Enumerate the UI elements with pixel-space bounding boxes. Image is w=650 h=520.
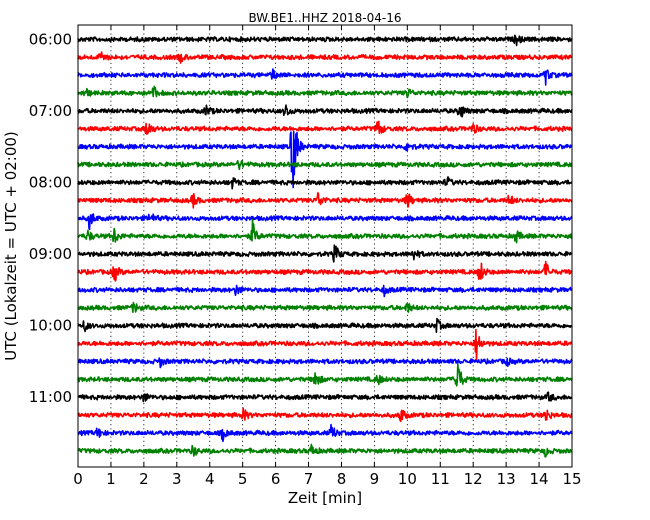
plot-frame <box>77 24 573 468</box>
trace-line <box>77 104 573 118</box>
trace-line <box>77 357 573 369</box>
x-tick-label: 4 <box>205 470 215 488</box>
axis-ticks <box>77 25 573 467</box>
trace-line <box>77 176 573 190</box>
trace-line <box>77 260 573 282</box>
trace-line <box>77 317 573 333</box>
x-axis-label: Zeit [min] <box>288 489 362 507</box>
trace-line <box>77 218 573 244</box>
trace-line <box>77 284 573 298</box>
trace-line <box>77 244 573 263</box>
x-tick-label: 1 <box>106 470 116 488</box>
y-tick-label: 11:00 <box>29 388 72 406</box>
traces <box>77 34 573 458</box>
x-tick-label: 10 <box>398 470 417 488</box>
x-tick-label: 9 <box>370 470 380 488</box>
x-tick-label: 8 <box>337 470 347 488</box>
y-tick-labels: 06:00 07:00 08:00 09:00 10:00 11:00 <box>29 30 72 406</box>
x-tick-label: 12 <box>464 470 483 488</box>
trace-line <box>77 120 573 135</box>
x-tick-label: 11 <box>431 470 450 488</box>
trace-line <box>77 34 573 47</box>
trace-line <box>77 130 573 189</box>
trace-line <box>77 213 573 231</box>
trace-line <box>77 68 573 86</box>
trace-line <box>77 363 573 387</box>
x-tick-label: 6 <box>271 470 281 488</box>
x-tick-label: 0 <box>73 470 83 488</box>
y-axis-label: UTC (Lokalzeit = UTC + 02:00) <box>2 131 20 361</box>
trace-line <box>77 407 573 423</box>
x-tick-labels: 0 1 2 3 4 5 6 7 8 9 10 11 12 13 14 15 <box>73 470 581 488</box>
x-tick-label: 15 <box>562 470 581 488</box>
trace-line <box>77 443 573 458</box>
chart-title: BW.BE1..HHZ 2018-04-16 <box>248 11 401 25</box>
y-tick-label: 06:00 <box>29 30 72 48</box>
trace-line <box>77 328 573 361</box>
y-tick-label: 08:00 <box>29 173 72 191</box>
trace-line <box>77 51 573 64</box>
trace-line <box>77 85 573 99</box>
x-tick-label: 2 <box>139 470 149 488</box>
trace-line <box>77 192 573 209</box>
y-tick-label: 10:00 <box>29 317 72 335</box>
y-tick-label: 07:00 <box>29 102 72 120</box>
trace-line <box>77 301 573 313</box>
x-tick-label: 14 <box>530 470 549 488</box>
trace-line <box>77 391 573 403</box>
trace-line <box>77 423 573 443</box>
x-tick-label: 13 <box>497 470 516 488</box>
x-tick-label: 3 <box>172 470 182 488</box>
trace-line <box>77 159 573 171</box>
y-tick-label: 09:00 <box>29 245 72 263</box>
x-tick-label: 7 <box>304 470 314 488</box>
x-tick-label: 5 <box>238 470 248 488</box>
